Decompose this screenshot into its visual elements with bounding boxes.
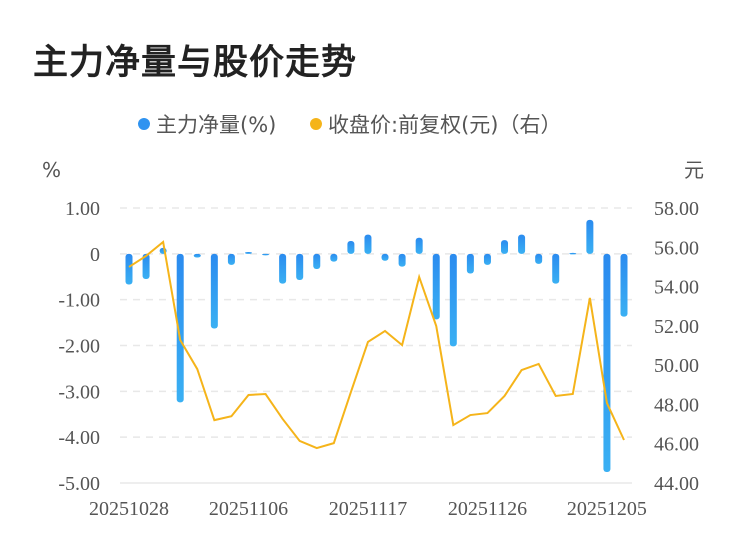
x-tick-label: 20251126 bbox=[448, 498, 527, 520]
left-tick-label: -3.00 bbox=[58, 381, 100, 403]
bar bbox=[381, 253, 389, 261]
bar bbox=[466, 253, 474, 274]
bar bbox=[586, 219, 594, 254]
bar bbox=[501, 240, 509, 254]
bar bbox=[535, 253, 543, 264]
right-tick-label: 44.00 bbox=[654, 473, 699, 495]
bar bbox=[364, 234, 372, 254]
right-tick-label: 48.00 bbox=[654, 394, 699, 416]
bar bbox=[296, 253, 304, 280]
bar bbox=[193, 253, 201, 258]
right-axis-label: 元 bbox=[684, 158, 704, 182]
bar bbox=[262, 253, 270, 256]
right-tick-label: 50.00 bbox=[654, 355, 699, 377]
right-tick-label: 58.00 bbox=[654, 198, 699, 220]
x-tick-label: 20251117 bbox=[329, 498, 408, 520]
bar bbox=[347, 241, 355, 254]
bar bbox=[552, 253, 560, 284]
left-tick-label: -5.00 bbox=[58, 473, 100, 495]
bar bbox=[432, 253, 440, 320]
bar bbox=[483, 253, 491, 265]
right-tick-label: 52.00 bbox=[654, 316, 699, 338]
left-tick-label: -2.00 bbox=[58, 336, 100, 358]
x-tick-label: 20251106 bbox=[209, 498, 288, 520]
bar bbox=[603, 253, 611, 472]
legend-label-line: 收盘价:前复权(元)（右） bbox=[328, 113, 561, 137]
legend-marker-line bbox=[310, 118, 322, 130]
bar bbox=[227, 253, 235, 265]
bar bbox=[518, 234, 526, 254]
right-tick-label: 54.00 bbox=[654, 277, 699, 299]
price-line bbox=[128, 240, 625, 450]
x-tick-label: 20251205 bbox=[567, 498, 647, 520]
left-tick-label: -1.00 bbox=[58, 290, 100, 312]
right-tick-label: 56.00 bbox=[654, 237, 699, 259]
bar bbox=[620, 253, 628, 317]
bar bbox=[210, 253, 218, 329]
right-tick-label: 46.00 bbox=[654, 434, 699, 456]
chart-title: 主力净量与股价走势 bbox=[33, 43, 358, 83]
bar bbox=[569, 252, 577, 255]
bar bbox=[244, 252, 252, 254]
legend-marker-bar bbox=[138, 118, 150, 130]
bar bbox=[330, 253, 338, 262]
left-tick-label: 0 bbox=[90, 244, 100, 266]
bar bbox=[125, 253, 133, 285]
left-tick-label: 1.00 bbox=[65, 198, 100, 220]
legend-label-bar: 主力净量(%) bbox=[156, 113, 276, 137]
bar bbox=[279, 253, 287, 284]
bar bbox=[313, 253, 321, 269]
x-tick-label: 20251028 bbox=[89, 498, 169, 520]
left-axis-label: % bbox=[42, 158, 61, 182]
bar bbox=[415, 237, 423, 254]
bar bbox=[142, 253, 150, 280]
bar bbox=[398, 253, 406, 267]
bar bbox=[176, 253, 184, 403]
left-tick-label: -4.00 bbox=[58, 427, 100, 449]
bar bbox=[449, 253, 457, 347]
